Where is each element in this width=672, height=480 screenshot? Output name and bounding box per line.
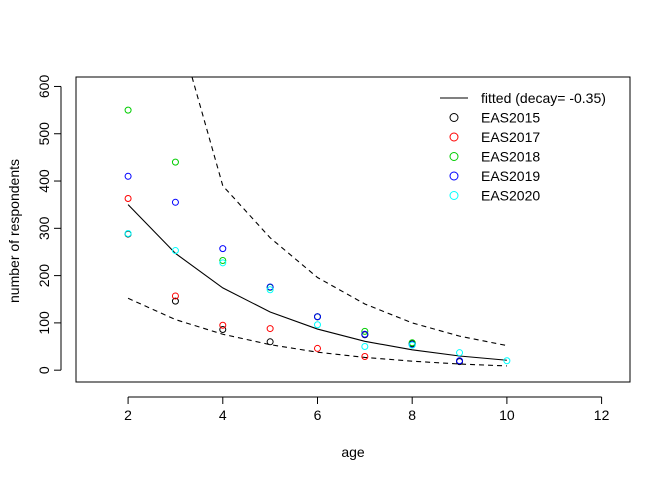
- y-tick-label: 200: [36, 264, 52, 288]
- legend-label-fitted: fitted (decay= -0.35): [481, 90, 606, 106]
- data-point: [266, 286, 274, 294]
- x-tick-label: 12: [594, 407, 610, 423]
- data-point: [503, 357, 511, 365]
- data-point: [124, 106, 132, 114]
- legend-marker: [449, 191, 459, 200]
- data-point: [124, 230, 132, 238]
- data-point: [219, 245, 227, 253]
- data-point: [171, 297, 179, 305]
- data-point: [171, 158, 179, 166]
- series-eas2017: [124, 195, 369, 360]
- legend-label: EAS2018: [481, 148, 540, 164]
- x-axis-label: age: [341, 444, 365, 460]
- x-tick-label: 8: [408, 407, 416, 423]
- plot-box: [75, 76, 631, 383]
- data-point: [266, 338, 274, 346]
- data-point: [456, 357, 464, 365]
- data-point: [219, 256, 227, 264]
- x-tick-label: 2: [124, 407, 132, 423]
- y-tick-label: 500: [36, 122, 52, 146]
- data-point: [408, 341, 416, 349]
- legend-marker: [449, 132, 459, 142]
- data-point: [171, 292, 179, 300]
- plot-frame: [75, 76, 631, 383]
- series-eas2015: [124, 230, 464, 366]
- data-point: [408, 339, 416, 347]
- x-tick-label: 10: [499, 407, 515, 423]
- data-point: [266, 283, 274, 291]
- data-point: [313, 344, 321, 352]
- y-tick-label: 300: [36, 216, 52, 240]
- legend-marker: [449, 113, 459, 122]
- data-point: [361, 352, 369, 360]
- legend-marker: [449, 152, 459, 161]
- upper-band-line: [191, 77, 507, 347]
- legend-label: EAS2019: [481, 168, 540, 184]
- x-tick-label: 6: [314, 407, 322, 423]
- fitted-line: [127, 204, 507, 361]
- y-axis-label: number of respondents: [6, 159, 22, 303]
- legend-label: EAS2017: [481, 129, 540, 145]
- data-point: [361, 343, 369, 351]
- data-point: [456, 349, 464, 357]
- x-tick-label: 4: [219, 407, 227, 423]
- data-point: [219, 259, 227, 267]
- y-axis: 0 100 200 300 400 500 600: [36, 75, 62, 374]
- data-point: [171, 198, 179, 206]
- data-point: [124, 172, 132, 180]
- series-eas2019: [124, 172, 464, 365]
- data-point: [313, 321, 321, 329]
- series-eas2020: [124, 230, 511, 365]
- lower-band-line: [127, 297, 507, 367]
- data-point: [219, 321, 227, 329]
- y-tick-label: 400: [36, 169, 52, 193]
- data-point: [361, 330, 369, 338]
- data-point: [313, 313, 321, 321]
- data-point: [266, 325, 274, 333]
- legend-marker: [449, 171, 459, 181]
- y-tick-label: 100: [36, 311, 52, 335]
- x-axis: 2 4 6 8 10 12: [124, 396, 610, 423]
- data-point: [219, 326, 227, 334]
- legend-label: EAS2020: [481, 187, 540, 203]
- legend: fitted (decay= -0.35) EAS2015 EAS2017 EAS20…: [440, 90, 606, 203]
- legend-label: EAS2015: [481, 109, 540, 125]
- data-points: [124, 106, 511, 366]
- series-eas2018: [124, 106, 416, 347]
- y-tick-label: 0: [36, 366, 52, 374]
- data-point: [361, 327, 369, 335]
- fit-lines: [127, 77, 507, 367]
- data-point: [124, 195, 132, 203]
- data-point: [171, 247, 179, 255]
- y-tick-label: 600: [36, 75, 52, 99]
